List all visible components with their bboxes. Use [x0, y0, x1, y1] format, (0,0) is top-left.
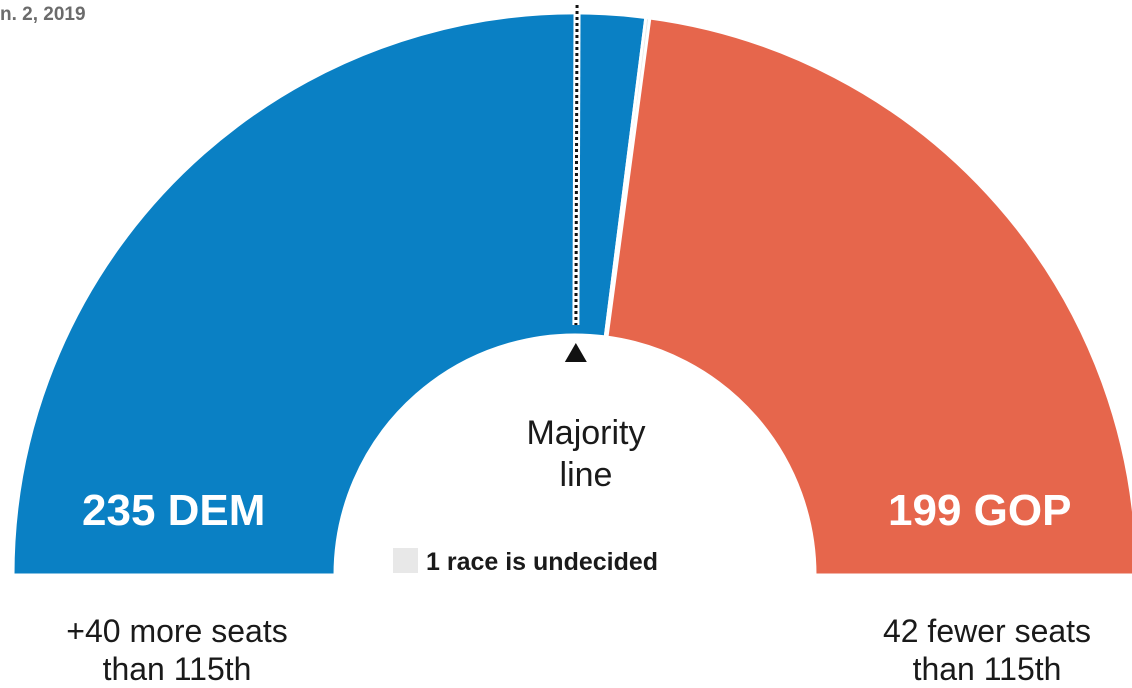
slice-gop — [605, 16, 1132, 577]
majority-line — [574, 4, 579, 326]
dem-change-annotation: +40 more seats than 115th — [12, 612, 342, 688]
gop-change-line1: 42 fewer seats — [882, 613, 1092, 649]
dem-change-line2: than 115th — [102, 651, 252, 687]
undecided-legend-label: 1 race is undecided — [426, 548, 659, 576]
majority-label-line1: Majority — [526, 414, 646, 452]
gop-change-annotation: 42 fewer seats than 115th — [822, 612, 1132, 688]
dem-change-line1: +40 more seats — [66, 613, 288, 649]
undecided-swatch — [393, 548, 418, 573]
majority-triangle-icon — [564, 343, 587, 363]
undecided-legend: 1 race is undecided — [393, 548, 658, 577]
majority-label-line2: line — [559, 456, 613, 494]
dem-seat-label: 235 DEM — [82, 486, 266, 535]
slice-dem — [11, 11, 648, 577]
chart-date: n. 2, 2019 — [0, 4, 86, 25]
gop-seat-label: 199 GOP — [888, 486, 1072, 535]
gop-change-line2: than 115th — [912, 651, 1062, 687]
majority-line-label: Majority line — [491, 412, 681, 496]
